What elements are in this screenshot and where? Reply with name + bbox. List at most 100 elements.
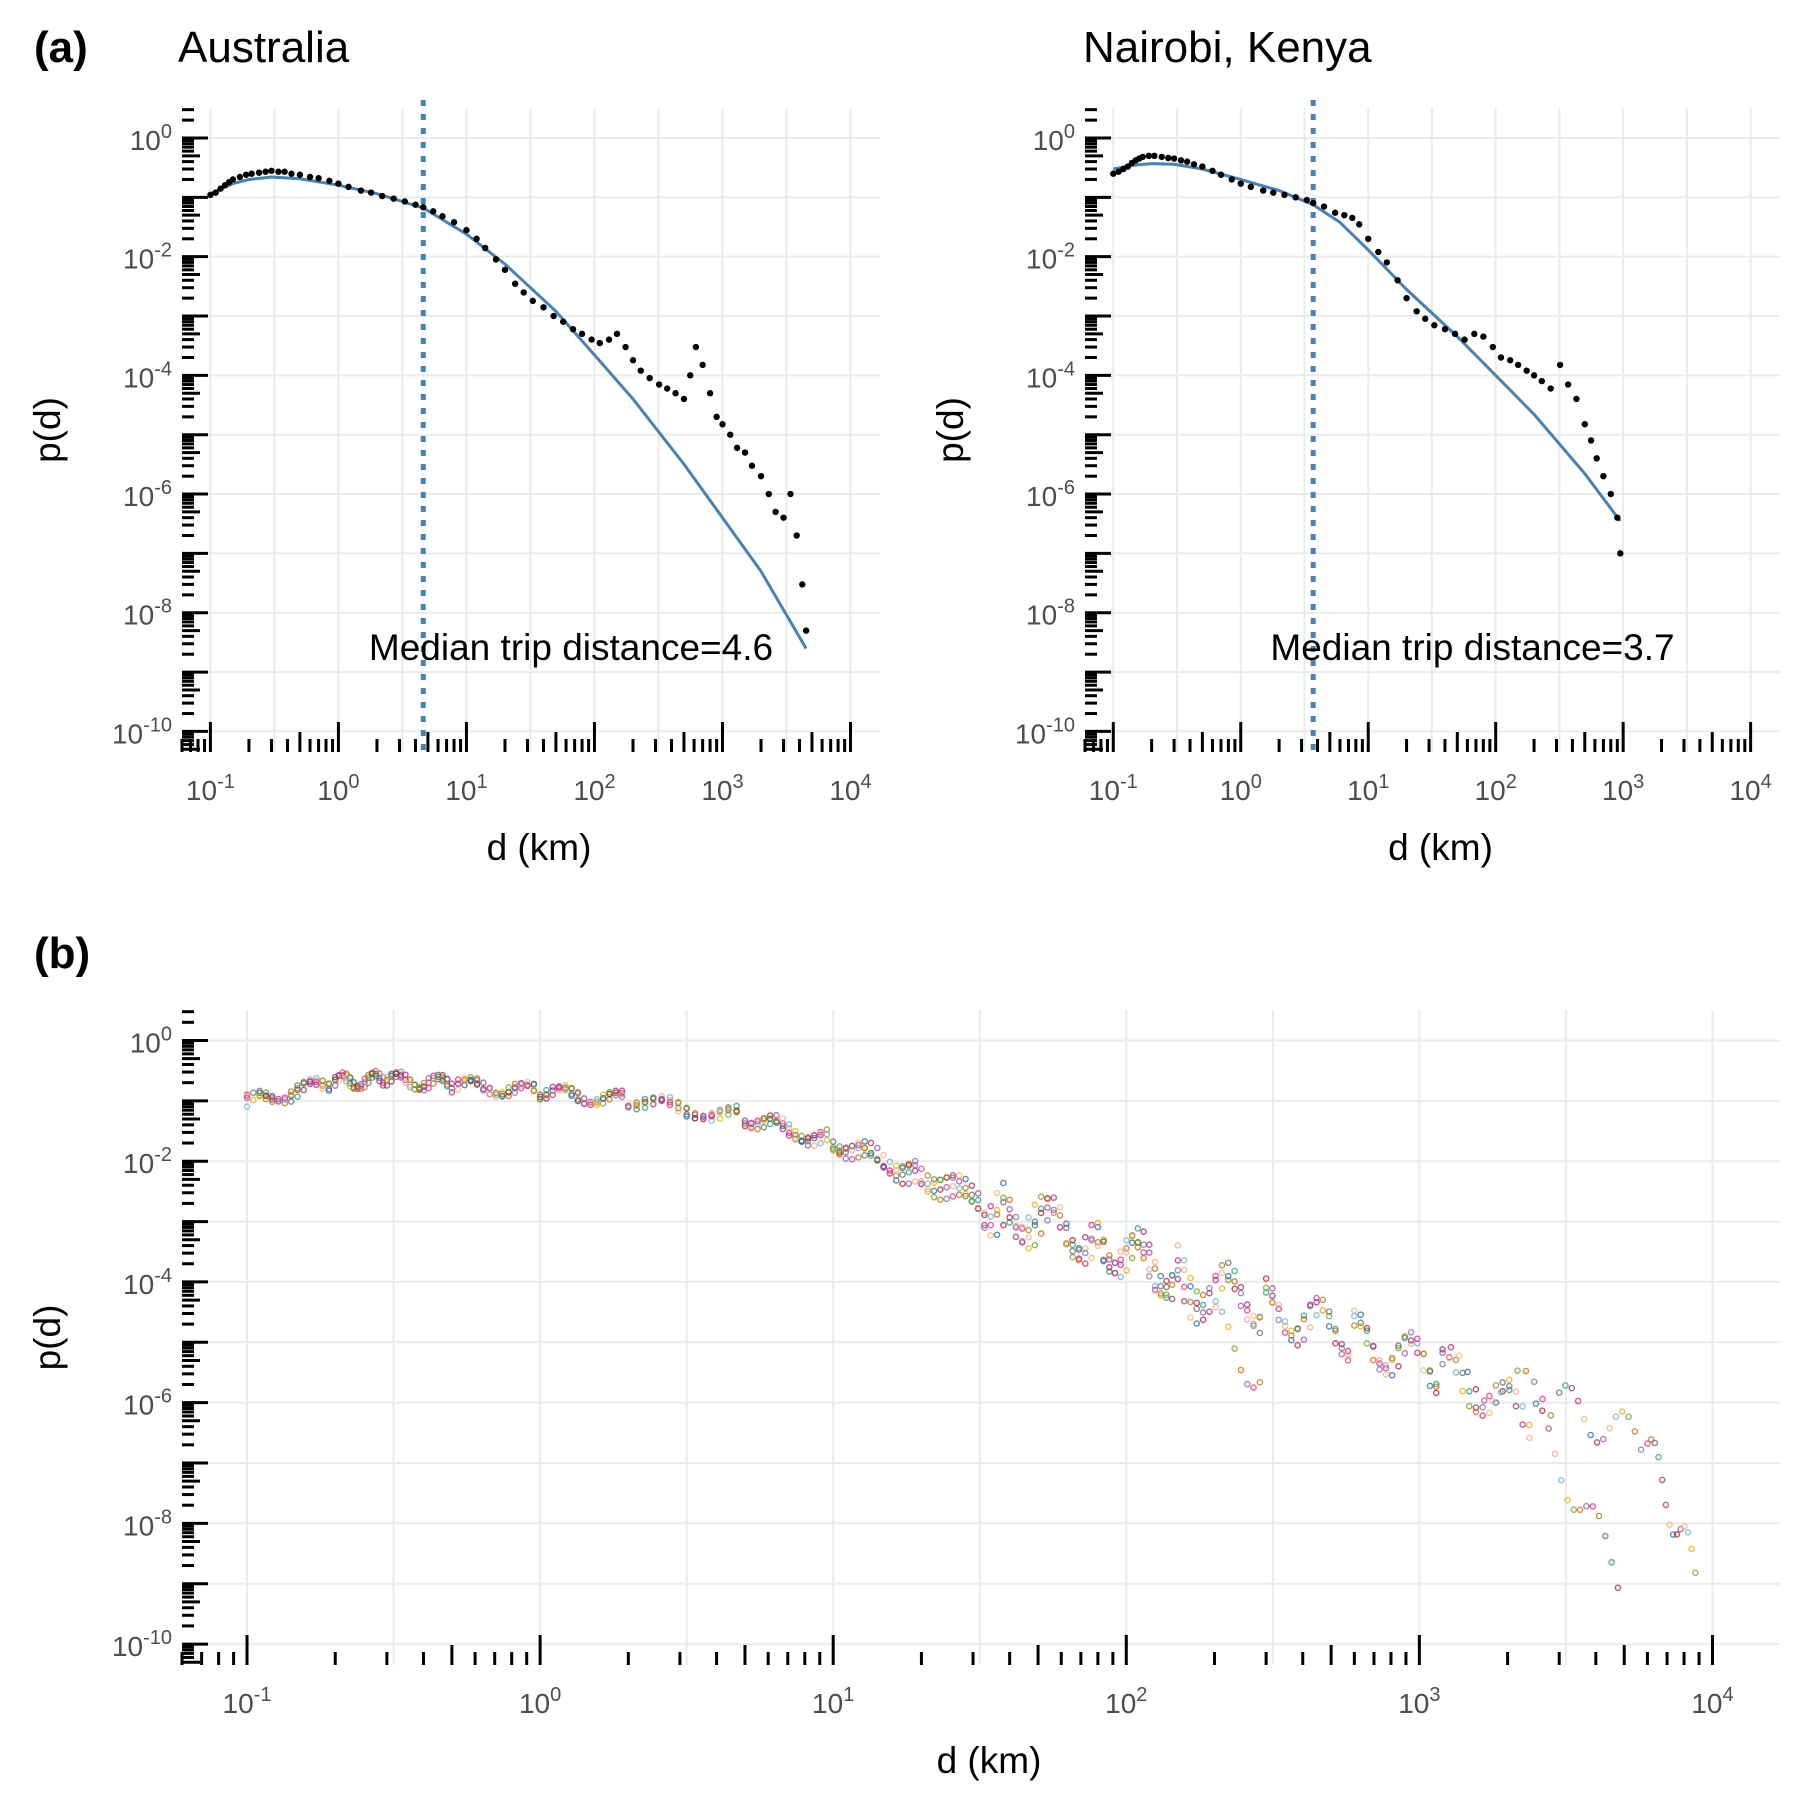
chart-2-series-0-point — [1037, 1230, 1045, 1237]
chart-2-series-3-point — [1140, 1254, 1147, 1262]
chart-2-series-2-point — [357, 1083, 365, 1090]
chart-2-series-2-point — [899, 1171, 906, 1178]
chart-2-series-2-point — [1081, 1249, 1089, 1257]
chart-0-ytick-label: 10-2 — [123, 240, 172, 275]
chart-0-data-point — [540, 304, 547, 311]
chart-2-series-1-point — [962, 1175, 969, 1183]
chart-2-series-2-point — [319, 1082, 326, 1089]
chart-1-data-point — [1600, 472, 1607, 480]
chart-2-series-2-point — [1018, 1239, 1026, 1246]
chart-2-series-2-point — [343, 1075, 350, 1082]
chart-0-data-point — [748, 462, 756, 469]
chart-2-series-3-point — [618, 1093, 626, 1101]
chart-2-series-2-point — [1557, 1476, 1565, 1484]
chart-2-series-2-point — [1313, 1298, 1320, 1306]
chart-2-series-3-point — [300, 1078, 308, 1086]
chart-2-series-2-point — [1395, 1342, 1402, 1349]
chart-1-data-point — [1356, 221, 1363, 228]
chart-2-series-3-point — [473, 1081, 481, 1089]
chart-2-series-1-point — [1505, 1376, 1513, 1384]
chart-2-series-3-point — [817, 1129, 824, 1137]
chart-2-series-2-point — [1532, 1400, 1540, 1407]
chart-2-series-1-point — [1146, 1241, 1153, 1248]
chart-0-xtick-exponent: 2 — [604, 771, 615, 793]
chart-1-ytick-exponent: 0 — [1064, 121, 1075, 143]
chart-2-series-1-point — [779, 1115, 787, 1122]
chart-2-series-2-point — [313, 1078, 320, 1086]
chart-1-data-point — [1617, 550, 1624, 557]
chart-2-series-3-point — [372, 1073, 380, 1080]
chart-2-series-1-point — [1688, 1545, 1695, 1553]
chart-2-series-2-point — [633, 1102, 640, 1109]
chart-2-series-0-point — [1269, 1292, 1276, 1300]
chart-1-xtick-label: 101 — [1347, 771, 1389, 806]
chart-1-xtick-base: 10 — [1475, 775, 1506, 806]
chart-1-ytick-label: 10-10 — [1015, 714, 1075, 749]
chart-0-data-point — [733, 444, 741, 452]
chart-2-series-1-point — [1432, 1380, 1440, 1388]
chart-2-series-3-point — [1168, 1271, 1176, 1279]
chart-2-series-3-point — [930, 1179, 938, 1187]
chart-2-series-0-point — [1243, 1307, 1251, 1314]
chart-2-series-2-point — [1237, 1302, 1245, 1310]
chart-2-series-3-point — [361, 1075, 369, 1083]
chart-2-series-2-point — [949, 1182, 957, 1190]
chart-2-series-1-point — [1439, 1346, 1446, 1353]
chart-0-data-point — [741, 449, 749, 456]
chart-0-xtick-label: 102 — [573, 771, 615, 806]
chart-0-data-point — [569, 325, 577, 333]
chart-2-series-3-point — [754, 1117, 761, 1125]
chart-2-xtick-base: 10 — [1398, 1688, 1429, 1719]
chart-2-series-3-point — [861, 1144, 869, 1151]
chart-2-series-3-point — [1123, 1237, 1130, 1244]
chart-2-series-0-point — [1452, 1356, 1460, 1364]
chart-2-series-3-point — [354, 1084, 361, 1092]
chart-1-data-point — [1441, 325, 1449, 333]
chart-2-series-2-point — [1180, 1283, 1188, 1291]
chart-2-series-1-point — [1555, 1389, 1563, 1396]
chart-2-series-1-point — [918, 1165, 925, 1173]
chart-2-series-2-point — [1256, 1314, 1264, 1322]
chart-2-series-1-point — [675, 1098, 682, 1106]
chart-2-series-3-point — [287, 1088, 295, 1095]
chart-2-series-0-point — [949, 1193, 957, 1200]
chart-2-xtick-base: 10 — [1691, 1688, 1722, 1719]
chart-2-series-1-point — [981, 1209, 988, 1216]
chart-0-data-point — [622, 343, 629, 351]
chart-0-xtick-exponent: 1 — [476, 771, 487, 793]
chart-2-ytick-label: 10-2 — [123, 1144, 172, 1179]
chart-0-annotation: Median trip distance=4.6 — [369, 627, 773, 668]
chart-2-series-1-point — [524, 1078, 531, 1086]
chart-2-series-3-point — [379, 1082, 387, 1089]
chart-2-series-1-point — [785, 1121, 793, 1128]
chart-2-series-3-point — [1180, 1297, 1188, 1305]
chart-1-data-point — [1530, 372, 1538, 379]
chart-0-xtick-label: 104 — [829, 771, 871, 806]
chart-2-series-2-point — [1012, 1233, 1020, 1241]
chart-2-series-0-point — [1193, 1299, 1201, 1307]
chart-2-series-3-point — [1094, 1242, 1102, 1250]
chart-2-series-3-point — [1212, 1303, 1220, 1311]
chart-1-data-point — [1581, 421, 1588, 428]
chart-0-data-point — [315, 175, 322, 182]
chart-0-data-point — [306, 173, 314, 181]
chart-2-series-2-point — [618, 1091, 626, 1098]
chart-2-series-2-point — [1519, 1421, 1526, 1428]
chart-2-series-3-point — [517, 1079, 525, 1087]
chart-2-series-3-point — [641, 1095, 649, 1103]
chart-2-xtick-exponent: 3 — [1429, 1684, 1440, 1706]
chart-2-series-3-point — [1012, 1224, 1020, 1231]
chart-2-series-3-point — [448, 1080, 456, 1087]
chart-2-series-3-point — [829, 1146, 837, 1154]
chart-2-series-0-point — [1275, 1305, 1283, 1313]
chart-2-series-1-point — [1231, 1267, 1238, 1275]
chart-0-ytick-base: 10 — [130, 125, 161, 156]
chart-2-series-1-point — [1644, 1440, 1651, 1447]
chart-2-series-1-point — [1281, 1318, 1289, 1325]
chart-0-data-point — [613, 330, 621, 338]
chart-2-series-3-point — [968, 1191, 976, 1199]
chart-2-series-2-point — [1069, 1253, 1076, 1261]
chart-2-series-1-point — [536, 1093, 544, 1101]
chart-2-series-1-point — [1382, 1362, 1390, 1369]
chart-2-series-1-point — [968, 1182, 976, 1189]
